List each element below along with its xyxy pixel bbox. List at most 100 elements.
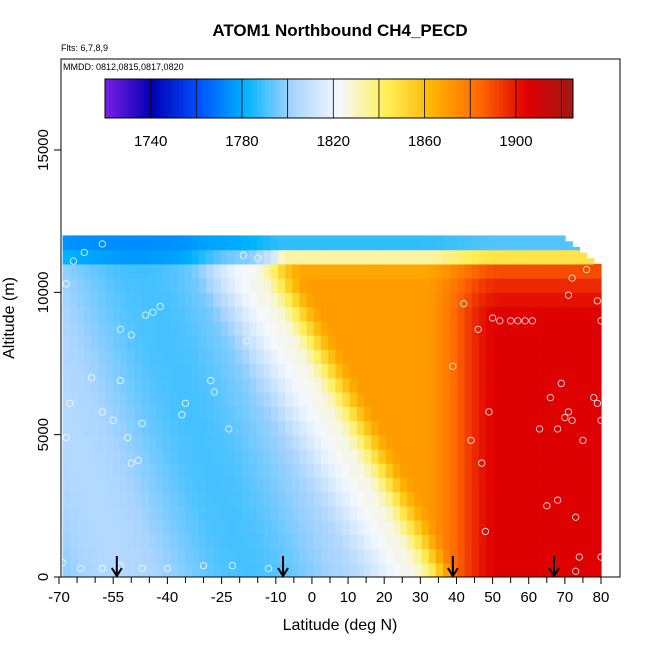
heatmap-cell <box>500 263 509 279</box>
heatmap-cell <box>493 562 502 577</box>
heatmap-cell <box>572 420 581 436</box>
heatmap-cell <box>435 434 444 450</box>
heatmap-cell <box>450 335 459 350</box>
heatmap-cell <box>313 562 322 577</box>
heatmap-cell <box>91 477 100 493</box>
heatmap-cell <box>84 363 92 379</box>
colorbar-swatch <box>171 79 176 118</box>
heatmap-cell <box>285 406 293 422</box>
heatmap-cell <box>242 335 250 350</box>
heatmap-cell <box>213 235 222 251</box>
heatmap-cell <box>256 263 265 279</box>
sample-point <box>590 394 598 402</box>
heatmap-cell <box>543 420 552 436</box>
heatmap-cell <box>593 349 602 365</box>
heatmap-cell <box>529 406 537 422</box>
heatmap-cell <box>514 448 523 464</box>
heatmap-cell <box>471 306 480 322</box>
heatmap-cell <box>457 448 466 464</box>
heatmap-cell <box>407 534 415 550</box>
heatmap-cell <box>163 249 171 265</box>
heatmap-cell <box>84 263 92 279</box>
heatmap-cell <box>155 235 164 251</box>
heatmap-cell <box>342 548 351 564</box>
heatmap-cell <box>378 391 387 407</box>
heatmap-cell <box>76 406 85 422</box>
heatmap-cell <box>550 306 559 322</box>
heatmap-cell <box>392 292 401 308</box>
heatmap-cell <box>285 377 293 393</box>
heatmap-cell <box>407 420 415 436</box>
heatmap-cell <box>306 520 315 535</box>
heatmap-cell <box>522 306 530 322</box>
heatmap-cell <box>565 249 573 265</box>
heatmap-cell <box>220 306 229 322</box>
heatmap-cell <box>170 548 179 564</box>
heatmap-cell <box>500 235 509 251</box>
heatmap-cell <box>285 306 293 322</box>
colorbar-swatch <box>405 79 410 118</box>
heatmap-cell <box>199 391 207 407</box>
heatmap-cell <box>155 377 164 393</box>
heatmap-cell <box>478 505 487 521</box>
heatmap-cell <box>199 406 207 422</box>
heatmap-cell <box>299 562 308 577</box>
heatmap-cell <box>450 505 459 521</box>
heatmap-cell <box>349 249 358 265</box>
heatmap-cell <box>270 434 279 450</box>
heatmap-cell <box>486 235 494 251</box>
heatmap-cell <box>256 420 265 436</box>
heatmap-cell <box>177 420 186 436</box>
heatmap-cell <box>536 278 545 293</box>
sample-point <box>207 376 215 385</box>
heatmap-cell <box>199 505 207 521</box>
heatmap-cell <box>249 434 258 450</box>
colorbar-swatch <box>116 79 122 118</box>
sample-point <box>593 297 602 305</box>
heatmap-cell <box>572 246 581 251</box>
heatmap-cell <box>493 235 502 251</box>
heatmap-cell <box>292 477 301 493</box>
heatmap-cell <box>292 420 301 436</box>
heatmap-cell <box>514 505 523 521</box>
heatmap-cell <box>586 391 595 407</box>
heatmap-cell <box>342 320 351 336</box>
heatmap-cell <box>414 420 423 436</box>
heatmap-cell <box>76 249 85 265</box>
heatmap-cell <box>84 505 92 521</box>
heatmap-cell <box>69 562 78 577</box>
heatmap-cell <box>478 434 487 450</box>
heatmap-cell <box>105 292 114 308</box>
x-axis-label: Latitude (deg N) <box>283 617 398 634</box>
heatmap-cell <box>299 249 308 265</box>
heatmap-cell <box>414 320 423 336</box>
heatmap-cell <box>155 434 164 450</box>
heatmap-cell <box>199 306 207 322</box>
heatmap-cell <box>335 391 344 407</box>
heatmap-cell <box>177 463 186 478</box>
heatmap-cell <box>385 477 394 493</box>
heatmap-cell <box>522 420 530 436</box>
heatmap-cell <box>557 491 566 507</box>
heatmap-cell <box>184 520 193 535</box>
heatmap-cell <box>234 505 243 521</box>
heatmap-cell <box>148 448 157 464</box>
colorbar-swatch <box>475 79 480 118</box>
profile-arrow <box>447 556 459 578</box>
sample-point <box>597 416 605 425</box>
heatmap-cell <box>62 235 71 251</box>
heatmap-cell <box>435 548 444 564</box>
heatmap-cell <box>493 306 502 322</box>
heatmap-cell <box>213 562 222 577</box>
heatmap-cell <box>543 235 552 251</box>
heatmap-cell <box>400 363 408 379</box>
heatmap-cell <box>105 349 114 365</box>
heatmap-cell <box>256 491 265 507</box>
heatmap-cell <box>321 320 329 336</box>
colorbar-swatch <box>300 79 305 118</box>
heatmap-cell <box>177 477 186 493</box>
heatmap-cell <box>177 534 186 550</box>
heatmap-cell <box>220 477 229 493</box>
heatmap-cell <box>428 520 437 535</box>
heatmap-cell <box>407 377 415 393</box>
